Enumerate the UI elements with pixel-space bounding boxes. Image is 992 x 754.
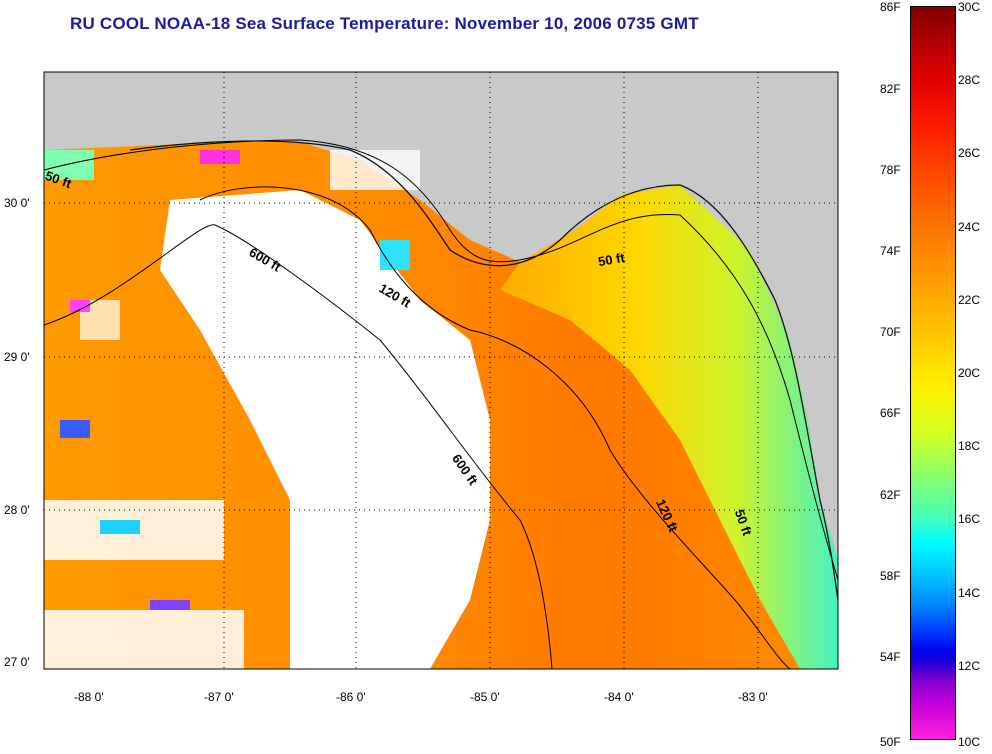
lat-label-29: 29 0' <box>4 350 30 364</box>
colorbar-c-26: 26C <box>958 146 981 160</box>
colorbar-c-22: 22C <box>958 293 981 307</box>
colorbar-c-30: 30C <box>958 0 981 14</box>
colorbar-f-74: 74F <box>880 244 901 258</box>
colorbar-f-50: 50F <box>880 735 901 749</box>
colorbar-c-28: 28C <box>958 73 981 87</box>
lon-label-88: -88 0' <box>74 690 104 704</box>
colorbar-c-20: 20C <box>958 366 981 380</box>
colorbar-f-70: 70F <box>880 325 901 339</box>
cloud-edge-noise <box>44 150 410 610</box>
lat-label-28: 28 0' <box>4 503 30 517</box>
map-title: RU COOL NOAA-18 Sea Surface Temperature:… <box>70 14 699 33</box>
lat-label-30: 30 0' <box>4 196 30 210</box>
colorbar-f-58: 58F <box>880 569 901 583</box>
lat-label-27: 27 0' <box>4 655 30 669</box>
coastline <box>129 140 838 601</box>
colorbar-c-12: 12C <box>958 659 981 673</box>
colorbar-f-54: 54F <box>880 650 901 664</box>
colorbar-c-10: 10C <box>958 735 981 749</box>
colorbar-f-62: 62F <box>880 488 901 502</box>
lon-label-86: -86 0' <box>336 690 366 704</box>
lon-label-84: -84 0' <box>604 690 634 704</box>
map-frame <box>43 71 839 670</box>
shelf-water <box>500 185 838 669</box>
colorbar-c-24: 24C <box>958 220 981 234</box>
lon-label-85: -85 0' <box>470 690 500 704</box>
lon-label-83: -83 0' <box>738 690 768 704</box>
colorbar-c-18: 18C <box>958 439 981 453</box>
colorbar-c-16: 16C <box>958 512 981 526</box>
colorbar-c-14: 14C <box>958 586 981 600</box>
colorbar-f-82: 82F <box>880 82 901 96</box>
lon-label-87: -87 0' <box>204 690 234 704</box>
temperature-colorbar <box>910 6 956 740</box>
colorbar-f-86: 86F <box>880 0 901 14</box>
colorbar-f-66: 66F <box>880 406 901 420</box>
colorbar-f-78: 78F <box>880 163 901 177</box>
